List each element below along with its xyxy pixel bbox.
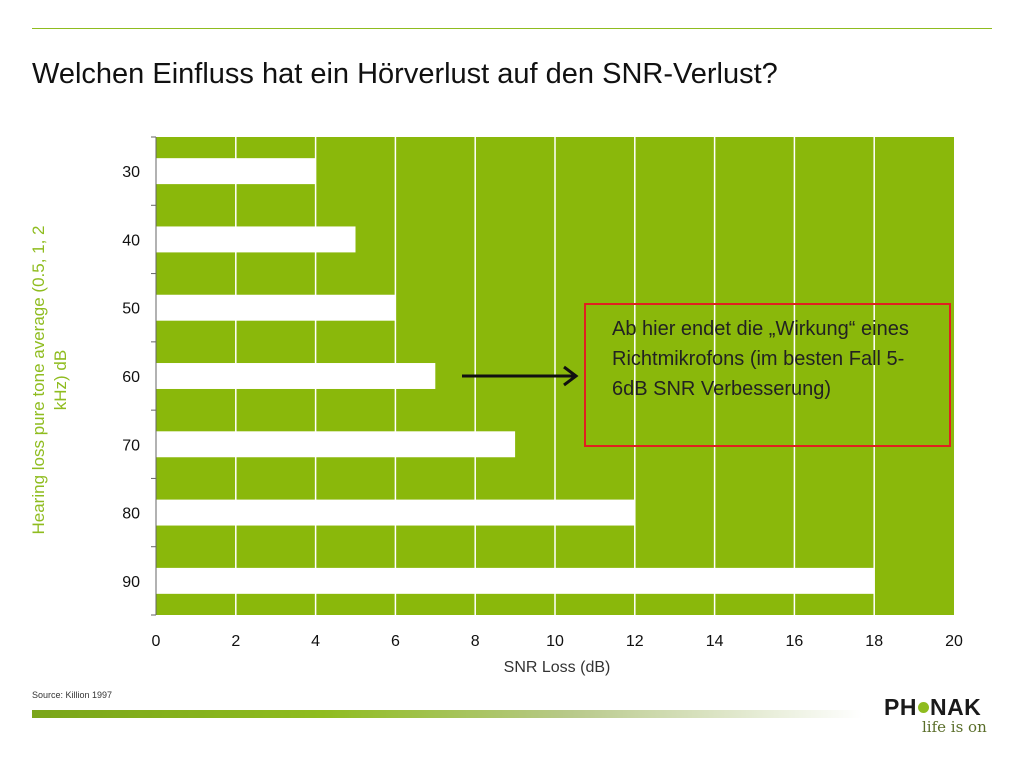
slide-title: Welchen Einfluss hat ein Hörverlust auf … xyxy=(32,58,778,90)
bar xyxy=(156,567,875,594)
x-tick-label: 2 xyxy=(231,633,240,650)
callout-text: Ab hier endet die „Wirkung“ eines Richtm… xyxy=(612,318,909,400)
logo-dot-icon xyxy=(917,702,929,713)
logo-text-right: NAK xyxy=(929,694,982,720)
footer-gradient-bar xyxy=(32,710,862,718)
phonak-logo: PH NAK xyxy=(884,694,981,721)
x-tick-label: 14 xyxy=(706,633,724,650)
x-tick-label: 6 xyxy=(391,633,400,650)
bar xyxy=(156,431,516,458)
x-tick-label: 20 xyxy=(945,633,963,650)
logo-tagline: life is on xyxy=(922,718,987,736)
bar xyxy=(156,363,436,389)
source-note: Source: Killion 1997 xyxy=(32,690,113,700)
y-tick-label: 30 xyxy=(122,164,140,181)
y-tick-label: 50 xyxy=(122,301,140,318)
x-tick-label: 0 xyxy=(152,633,161,650)
bar xyxy=(156,499,635,526)
bar xyxy=(156,158,316,185)
y-tick-label: 60 xyxy=(122,369,140,386)
bar xyxy=(156,294,396,321)
logo-text-left: PH xyxy=(884,694,917,720)
x-tick-label: 12 xyxy=(626,633,644,650)
y-axis-title: Hearing loss pure tone average (0.5, 1, … xyxy=(29,225,70,535)
x-axis-title: SNR Loss (dB) xyxy=(503,659,611,676)
x-tick-label: 16 xyxy=(786,633,804,650)
x-tick-label: 18 xyxy=(865,633,883,650)
top-rule xyxy=(32,28,992,29)
y-tick-label: 40 xyxy=(122,232,140,249)
callout-box xyxy=(584,303,951,447)
y-tick-label: 90 xyxy=(122,574,140,591)
bar xyxy=(156,226,356,253)
arrow-head-icon xyxy=(563,365,579,387)
x-tick-label: 10 xyxy=(546,633,564,650)
y-tick-label: 70 xyxy=(122,437,140,454)
x-tick-label: 4 xyxy=(311,633,320,650)
y-tick-label: 80 xyxy=(122,506,140,523)
x-tick-label: 8 xyxy=(471,633,480,650)
